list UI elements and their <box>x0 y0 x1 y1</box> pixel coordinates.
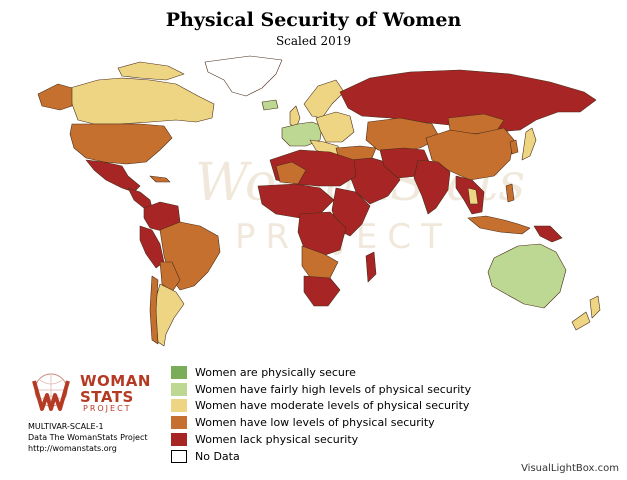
country-usa-alaska <box>37 83 73 111</box>
region-bolivia-paraguay <box>159 261 181 293</box>
legend-swatch-secure <box>171 365 187 379</box>
country-canada <box>69 77 215 125</box>
logo-text-project: PROJECT <box>83 404 132 413</box>
region-central-america <box>127 187 153 209</box>
data-source: Data The WomanStats Project <box>28 433 148 442</box>
canadian-arctic-islands <box>117 61 185 81</box>
legend-label: Women lack physical security <box>195 433 359 447</box>
legend-item: No Data <box>171 448 471 465</box>
country-indonesia <box>467 215 531 235</box>
region-central-africa <box>297 211 347 257</box>
region-central-asia <box>365 117 441 153</box>
country-australia <box>487 243 567 309</box>
legend-swatch-low <box>171 416 187 430</box>
region-scandinavia <box>303 79 345 119</box>
region-eastern-europe <box>315 111 355 143</box>
legend-swatch-moderate <box>171 399 187 413</box>
country-greenland <box>204 55 283 97</box>
country-cuba <box>149 175 171 183</box>
legend-label: Women are physically secure <box>195 365 356 379</box>
map-title: Physical Security of Women <box>165 9 462 31</box>
legend-swatch-fairly-high <box>171 382 187 396</box>
country-new-zealand <box>589 295 601 319</box>
country-mexico <box>85 159 141 193</box>
country-papua-new-guinea <box>533 225 563 243</box>
region-sahel-west <box>275 161 307 185</box>
country-chile <box>149 275 159 345</box>
scale-id: MULTIVAR-SCALE-1 <box>28 422 104 431</box>
legend-label: Women have moderate levels of physical s… <box>195 399 470 413</box>
country-thailand <box>467 187 479 205</box>
legend-item: Women have low levels of physical securi… <box>171 414 471 431</box>
country-uk <box>289 105 301 129</box>
womanstats-w-logo-icon <box>32 373 70 411</box>
map-subtitle: Scaled 2019 <box>275 34 352 48</box>
logo-text-woman: WOMAN <box>80 372 151 390</box>
legend-label: No Data <box>195 449 240 463</box>
legend-item: Women are physically secure <box>171 364 471 381</box>
country-iceland <box>261 99 279 111</box>
legend-swatch-lack <box>171 433 187 447</box>
country-india <box>413 159 451 215</box>
country-korea <box>509 139 519 155</box>
legend-label: Women have fairly high levels of physica… <box>195 382 472 396</box>
legend-label: Women have low levels of physical securi… <box>195 416 435 430</box>
region-middle-east <box>349 157 401 205</box>
logo-text-stats: STATS <box>80 388 134 406</box>
legend-swatch-no-data <box>171 449 187 463</box>
country-new-zealand-south <box>571 311 591 331</box>
country-south-africa <box>303 275 341 307</box>
country-madagascar <box>365 251 377 283</box>
country-argentina <box>155 283 185 347</box>
legend-item: Women have fairly high levels of physica… <box>171 381 471 398</box>
country-usa <box>69 123 173 165</box>
source-url[interactable]: http://womanstats.org <box>28 444 117 453</box>
country-japan <box>521 127 537 161</box>
legend-item: Women have moderate levels of physical s… <box>171 398 471 415</box>
world-map: WomanStats PROJECT <box>37 55 601 347</box>
credit-text[interactable]: VisualLightBox.com <box>521 463 619 474</box>
country-philippines <box>505 183 515 203</box>
legend-item: Women lack physical security <box>171 431 471 448</box>
country-russia <box>339 69 597 133</box>
map-legend: Women are physically secure Women have f… <box>171 364 471 465</box>
